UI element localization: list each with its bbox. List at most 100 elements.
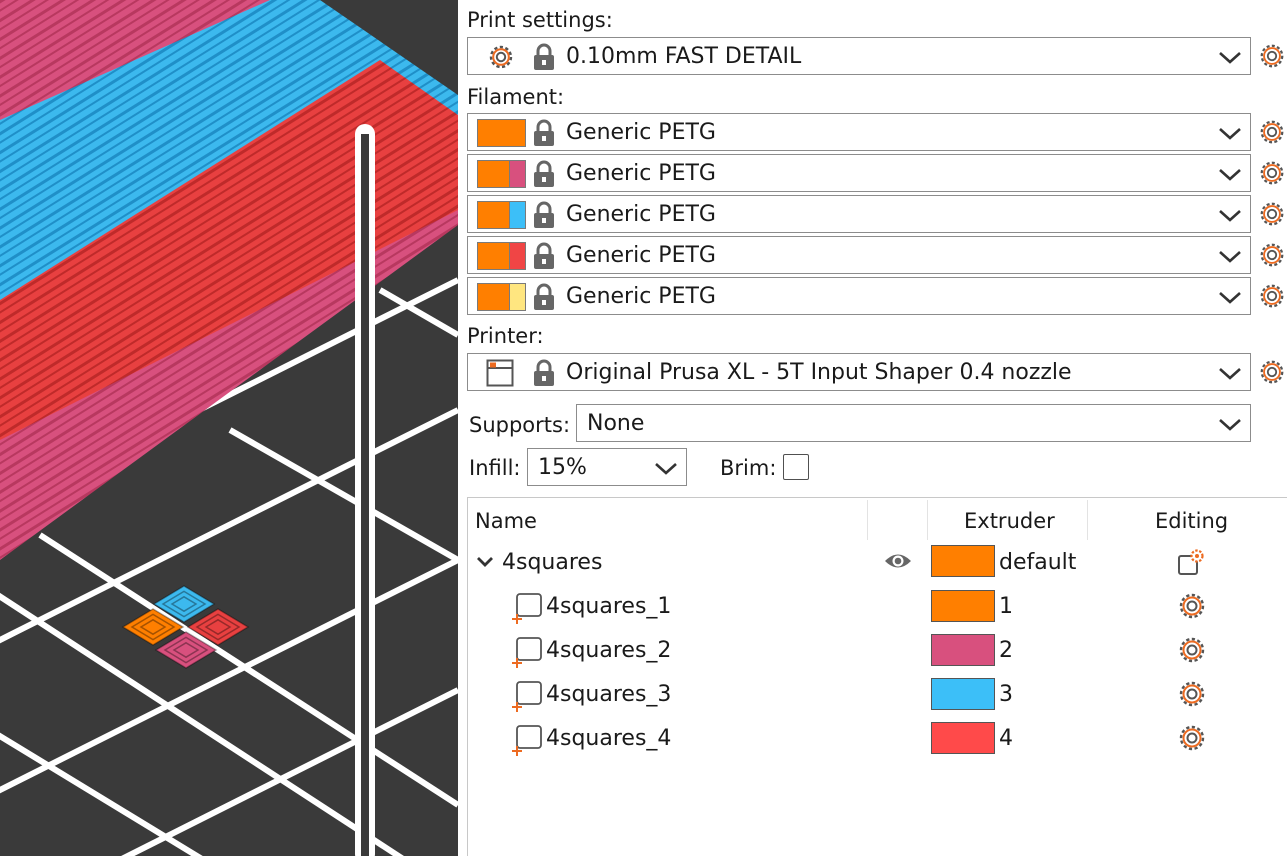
gear-icon[interactable] bbox=[1258, 282, 1286, 310]
extruder-value[interactable]: 2 bbox=[999, 638, 1013, 663]
column-header-extruder[interactable]: Extruder bbox=[964, 509, 1055, 533]
infill-label: Infill: bbox=[469, 456, 521, 480]
printer-icon bbox=[486, 359, 514, 387]
gear-icon[interactable] bbox=[1177, 591, 1207, 621]
extruder-value[interactable]: 4 bbox=[999, 726, 1013, 751]
extruder-color bbox=[509, 243, 525, 269]
extruder-value[interactable]: 3 bbox=[999, 682, 1013, 707]
chevron-down-icon bbox=[1219, 292, 1241, 304]
part-name: 4squares_1 bbox=[546, 594, 672, 619]
gear-icon[interactable] bbox=[1258, 358, 1286, 386]
part-icon bbox=[512, 725, 542, 756]
filament-color bbox=[478, 284, 510, 310]
supports-value: None bbox=[587, 411, 645, 436]
filament-value: Generic PETG bbox=[566, 120, 716, 145]
filament-combo-5[interactable]: Generic PETG bbox=[467, 277, 1251, 315]
gear-icon[interactable] bbox=[1258, 241, 1286, 269]
printed-wipe-tower bbox=[0, 0, 458, 560]
filament-combo-1[interactable]: Generic PETG bbox=[467, 113, 1251, 151]
filament-combo-2[interactable]: Generic PETG bbox=[467, 154, 1251, 192]
square-red[interactable] bbox=[186, 608, 250, 646]
extruder-value[interactable]: 1 bbox=[999, 594, 1013, 619]
print-settings-label: Print settings: bbox=[467, 8, 613, 32]
four-squares-model[interactable] bbox=[121, 585, 250, 669]
chevron-down-icon bbox=[1219, 128, 1241, 140]
part-icon bbox=[512, 681, 542, 712]
brim-checkbox[interactable] bbox=[783, 454, 809, 480]
filament-color-swatch bbox=[477, 160, 526, 188]
gear-icon[interactable] bbox=[1258, 200, 1286, 228]
extruder-color bbox=[509, 284, 525, 310]
gear-icon[interactable] bbox=[1177, 635, 1207, 665]
part-name: 4squares_3 bbox=[546, 682, 672, 707]
brim-label: Brim: bbox=[720, 456, 777, 480]
extruder-color-swatch[interactable] bbox=[931, 634, 995, 666]
column-separator bbox=[927, 500, 928, 540]
filament-color-swatch bbox=[477, 201, 526, 229]
infill-combo[interactable]: 15% bbox=[527, 448, 687, 486]
chevron-down-icon bbox=[1219, 210, 1241, 222]
lock-icon bbox=[534, 160, 554, 187]
eye-icon[interactable] bbox=[883, 550, 913, 572]
supports-combo[interactable]: None bbox=[576, 404, 1251, 442]
printer-value: Original Prusa XL - 5T Input Shaper 0.4 … bbox=[566, 360, 1072, 385]
filament-combo-4[interactable]: Generic PETG bbox=[467, 236, 1251, 274]
extruder-value[interactable]: default bbox=[999, 550, 1077, 575]
filament-value: Generic PETG bbox=[566, 284, 716, 309]
filament-combo-3[interactable]: Generic PETG bbox=[467, 195, 1251, 233]
chevron-down-icon bbox=[1219, 419, 1241, 431]
vertical-guide bbox=[355, 124, 375, 856]
lock-icon bbox=[534, 43, 554, 70]
print-settings-combo[interactable]: 0.10mm FAST DETAIL bbox=[467, 37, 1251, 75]
lock-icon bbox=[534, 119, 554, 146]
square-blue[interactable] bbox=[152, 585, 216, 623]
chevron-down-icon bbox=[1219, 368, 1241, 380]
part-icon bbox=[512, 637, 542, 668]
chevron-down-icon bbox=[1219, 169, 1241, 181]
gear-icon[interactable] bbox=[1258, 118, 1286, 146]
gear-icon[interactable] bbox=[1177, 723, 1207, 753]
chevron-down-icon bbox=[655, 463, 677, 475]
column-header-name[interactable]: Name bbox=[475, 509, 537, 533]
part-name: 4squares_2 bbox=[546, 638, 672, 663]
supports-label: Supports: bbox=[469, 413, 571, 437]
lock-icon bbox=[534, 242, 554, 269]
printer-combo[interactable]: Original Prusa XL - 5T Input Shaper 0.4 … bbox=[467, 353, 1251, 391]
filament-color bbox=[478, 243, 510, 269]
bed-grid bbox=[0, 277, 458, 856]
edit-settings-icon[interactable] bbox=[1177, 548, 1205, 576]
extruder-color-swatch[interactable] bbox=[931, 722, 995, 754]
print-settings-value: 0.10mm FAST DETAIL bbox=[566, 44, 802, 69]
extruder-color-swatch[interactable] bbox=[931, 545, 995, 577]
filament-label: Filament: bbox=[467, 85, 565, 109]
gear-icon bbox=[489, 45, 513, 69]
extruder-color-swatch[interactable] bbox=[931, 678, 995, 710]
chevron-down-icon bbox=[1219, 52, 1241, 64]
column-separator bbox=[1087, 500, 1088, 540]
lock-icon bbox=[534, 201, 554, 228]
lock-icon bbox=[534, 283, 554, 310]
part-name: 4squares_4 bbox=[546, 726, 672, 751]
part-icon bbox=[512, 593, 542, 624]
chevron-down-icon bbox=[1219, 251, 1241, 263]
gear-icon[interactable] bbox=[1258, 42, 1286, 70]
filament-color bbox=[478, 120, 525, 146]
3d-preview-viewport[interactable] bbox=[0, 0, 458, 856]
square-magenta[interactable] bbox=[154, 631, 218, 669]
object-name: 4squares bbox=[502, 550, 603, 575]
extruder-color-swatch[interactable] bbox=[931, 590, 995, 622]
object-list bbox=[467, 497, 1287, 856]
lock-icon bbox=[534, 359, 554, 386]
filament-color-swatch bbox=[477, 283, 526, 311]
3d-scene[interactable] bbox=[0, 0, 458, 856]
chevron-down-icon[interactable] bbox=[476, 554, 494, 570]
filament-color-swatch bbox=[477, 119, 526, 147]
filament-value: Generic PETG bbox=[566, 243, 716, 268]
filament-value: Generic PETG bbox=[566, 161, 716, 186]
filament-value: Generic PETG bbox=[566, 202, 716, 227]
gear-icon[interactable] bbox=[1177, 679, 1207, 709]
square-orange[interactable] bbox=[121, 608, 185, 646]
sidebar-panel: Print settings: 0.10mm FAST DETAIL Filam… bbox=[458, 0, 1287, 856]
column-header-editing[interactable]: Editing bbox=[1155, 509, 1229, 533]
gear-icon[interactable] bbox=[1258, 159, 1286, 187]
